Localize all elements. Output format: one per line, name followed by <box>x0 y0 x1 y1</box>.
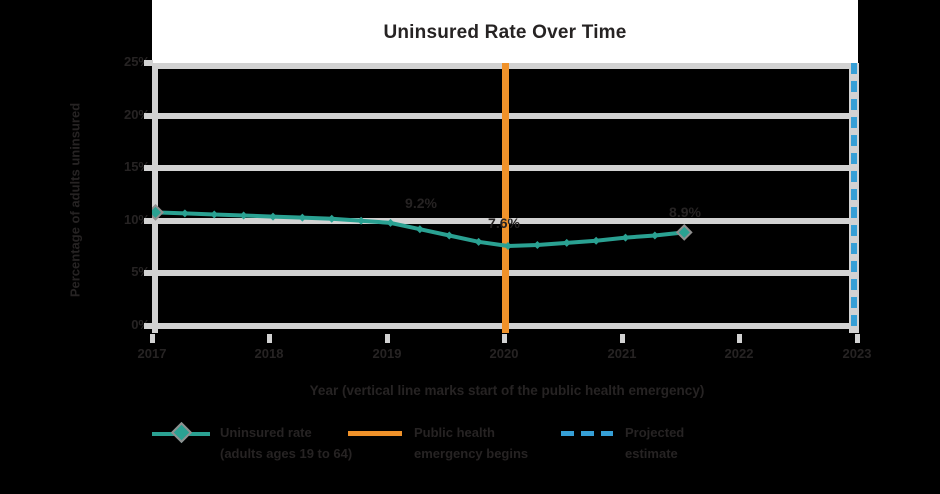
teal-series-line <box>152 203 693 251</box>
series-endpoint-marker <box>152 203 164 221</box>
series-point-marker <box>239 211 248 220</box>
series-point-marker <box>533 240 542 249</box>
legend-label-line2: emergency begins <box>414 446 529 461</box>
series-point-marker <box>592 236 601 245</box>
blue-dashed-line-icon <box>561 431 613 436</box>
series-point-marker <box>650 231 659 240</box>
legend-label-line1: Public health <box>414 425 495 440</box>
y-tick-label: 5% <box>131 264 150 279</box>
legend-label: Public health emergency begins <box>414 422 528 464</box>
series-point-marker <box>415 225 424 234</box>
y-tick-mark <box>144 60 153 66</box>
y-tick-label: 15% <box>123 159 150 174</box>
y-tick-label: 20% <box>123 107 150 122</box>
legend-label: Projected estimate <box>625 422 684 464</box>
diamond-marker-icon <box>170 421 193 444</box>
series-point-marker <box>386 218 395 227</box>
y-tick-label: 10% <box>123 212 150 227</box>
teal-line-marker-swatch <box>152 421 212 446</box>
x-tick-mark <box>737 334 742 343</box>
x-tick-mark <box>855 334 860 343</box>
series-point-marker <box>327 214 336 223</box>
point-label-mid: 9.2% <box>405 195 437 211</box>
series-point-marker <box>504 242 512 251</box>
y-tick-mark <box>144 323 153 329</box>
title-band: Uninsured Rate Over Time <box>152 0 858 63</box>
legend-label-line1: Uninsured rate <box>220 425 312 440</box>
point-label-end: 8.9% <box>669 204 701 220</box>
series-point-marker <box>357 216 366 225</box>
event-line-orange <box>502 63 509 333</box>
y-tick-label: 25% <box>123 54 150 69</box>
series-point-marker <box>180 209 189 218</box>
y-tick-mark <box>144 218 153 224</box>
y-tick-mark <box>144 113 153 119</box>
y-tick-label: 0% <box>131 317 150 332</box>
legend-label: Uninsured rate (adults ages 19 to 64) <box>220 422 352 464</box>
series-point-marker <box>210 210 219 219</box>
series-point-marker <box>562 238 571 247</box>
x-tick-label: 2021 <box>607 346 637 361</box>
x-tick-mark <box>385 334 390 343</box>
point-label-dip: 7.6% <box>488 215 520 231</box>
series-point-marker <box>298 213 307 222</box>
x-tick-mark <box>502 334 507 343</box>
series-endpoint-marker <box>675 223 693 241</box>
series-point-marker <box>269 212 277 221</box>
x-tick-label: 2017 <box>137 346 167 361</box>
legend-label-line2: (adults ages 19 to 64) <box>220 446 353 461</box>
y-tick-mark <box>144 165 153 171</box>
legend-label-line1: Projected <box>625 425 685 440</box>
blue-dashed-line-swatch <box>561 422 617 446</box>
event-line-blue-dashed <box>851 63 857 333</box>
y-tick-mark <box>144 270 153 276</box>
y-axis-line <box>152 63 158 333</box>
x-tick-mark <box>150 334 155 343</box>
x-tick-label: 2020 <box>489 346 519 361</box>
x-tick-mark <box>267 334 272 343</box>
orange-line-swatch <box>348 422 406 446</box>
series-point-marker <box>445 231 454 240</box>
x-tick-label: 2019 <box>372 346 402 361</box>
legend-item-projected: Projected estimate <box>561 422 684 464</box>
plot-area: 9.2% 7.6% 8.9% <box>152 63 859 333</box>
x-tick-label: 2018 <box>254 346 284 361</box>
legend-label-line2: estimate <box>625 446 678 461</box>
chart-title: Uninsured Rate Over Time <box>383 22 627 43</box>
orange-line-icon <box>348 431 402 436</box>
series-point-marker <box>621 233 630 242</box>
x-tick-mark <box>620 334 625 343</box>
x-tick-label: 2022 <box>724 346 754 361</box>
series-point-marker <box>474 237 483 246</box>
legend-item-uninsured-rate: Uninsured rate (adults ages 19 to 64) <box>152 421 352 464</box>
x-axis-title: Year (vertical line marks start of the p… <box>309 383 705 398</box>
x-tick-label: 2023 <box>842 346 872 361</box>
legend-item-phe-begins: Public health emergency begins <box>348 422 528 464</box>
y-axis-title: Percentage of adults uninsured <box>67 102 83 298</box>
